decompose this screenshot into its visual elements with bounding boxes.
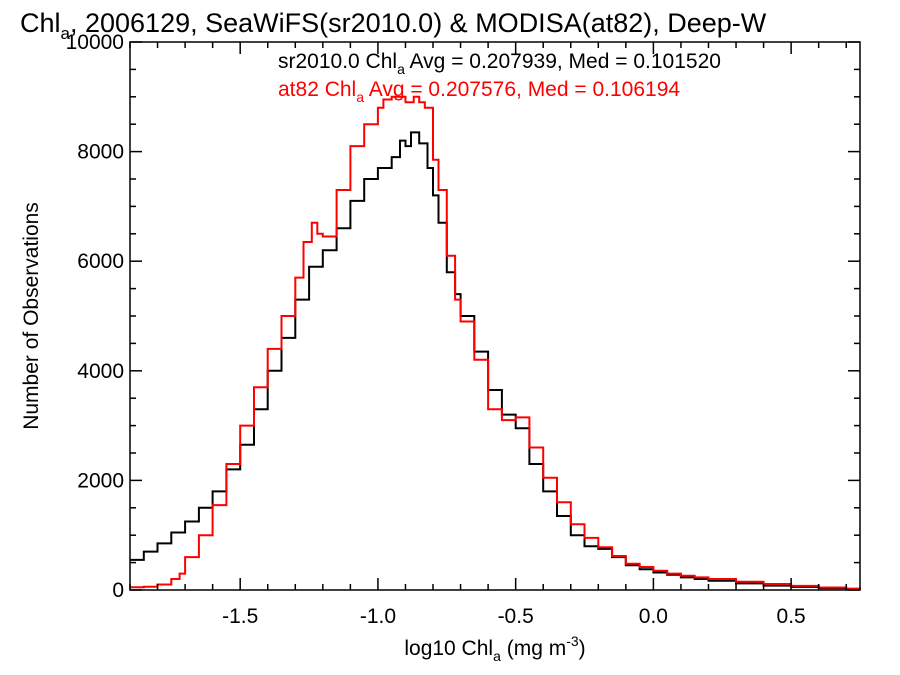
series-line-1 (130, 95, 861, 590)
plot-frame (129, 41, 861, 591)
x-tick-label: -1.0 (360, 605, 396, 628)
y-tick-label: 0 (112, 579, 124, 602)
x-axis-label: log10 Chla (mg m-3) (404, 633, 585, 664)
series-layer (130, 95, 861, 591)
x-tick-label: -1.5 (222, 605, 258, 628)
x-tick-label: -0.5 (498, 605, 534, 628)
annotation-at82: at82 Chla Avg = 0.207576, Med = 0.106194 (278, 78, 680, 105)
y-tick-label: 4000 (77, 360, 124, 383)
y-axis-label: Number of Observations (20, 202, 43, 430)
x-tick-label: 0.0 (639, 605, 668, 628)
ticks-layer: -1.5 -1.0 -0.5 0.0 0.5 0 2000 4000 6000 8000 10000 (66, 31, 860, 628)
annotation-sr2010: sr2010.0 Chla Avg = 0.207939, Med = 0.10… (278, 50, 721, 77)
y-tick-label: 10000 (66, 31, 124, 54)
y-tick-label: 8000 (77, 141, 124, 164)
y-tick-label: 6000 (77, 250, 124, 273)
chart-title: Chla, 2006129, SeaWiFS(sr2010.0) & MODIS… (20, 8, 767, 43)
x-tick-label: 0.5 (777, 605, 806, 628)
y-tick-label: 2000 (77, 469, 124, 492)
series-line-0 (130, 131, 861, 591)
